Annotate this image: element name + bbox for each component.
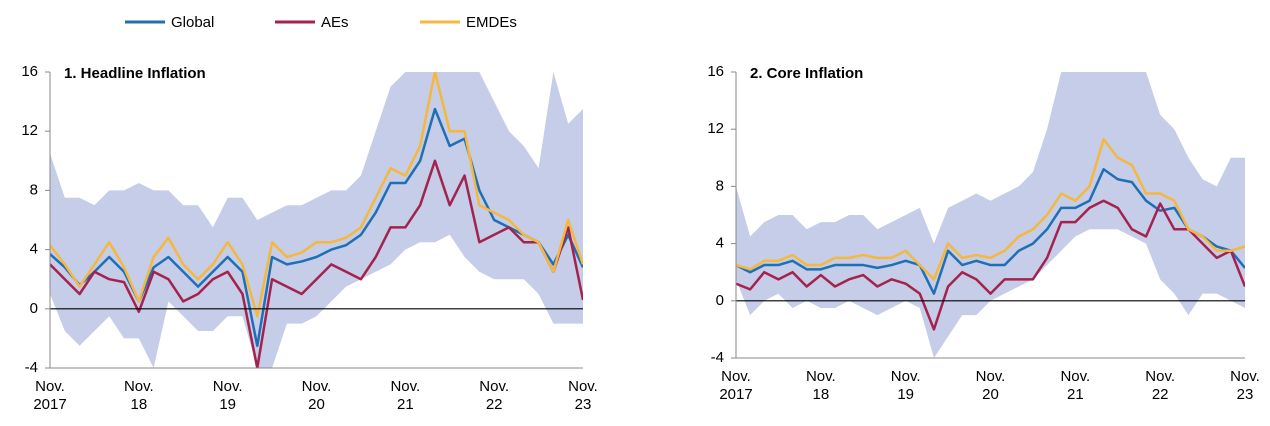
- y-tick-label: 16: [21, 63, 38, 80]
- y-tick-label: -4: [711, 349, 724, 366]
- legend-label: EMDEs: [466, 14, 517, 31]
- x-tick-label: Nov. 2017: [719, 368, 753, 403]
- y-tick-label: 8: [716, 177, 724, 194]
- range-band: [736, 72, 1245, 358]
- x-tick-label: Nov. 23: [568, 378, 598, 413]
- x-tick-label: Nov. 20: [301, 378, 332, 413]
- y-tick-label: -4: [25, 359, 38, 376]
- x-tick-label: Nov. 22: [1145, 368, 1176, 403]
- x-tick-label: Nov. 18: [123, 378, 154, 413]
- x-tick-label: Nov. 2017: [33, 378, 67, 413]
- x-tick-label: Nov. 21: [1060, 368, 1091, 403]
- series-line: [50, 72, 583, 318]
- legend-label: Global: [171, 14, 214, 31]
- series-line: [736, 137, 1245, 281]
- y-tick-label: 0: [716, 292, 724, 309]
- x-tick-label: Nov. 23: [1230, 368, 1260, 403]
- y-tick-label: 16: [707, 63, 724, 80]
- y-tick-label: 12: [707, 120, 724, 137]
- x-tick-label: Nov. 21: [390, 378, 421, 413]
- x-tick-label: Nov. 20: [975, 368, 1006, 403]
- y-tick-label: 12: [21, 122, 38, 139]
- y-tick-label: 4: [716, 235, 724, 252]
- legend-label: AEs: [321, 14, 349, 31]
- y-tick-label: 8: [30, 181, 38, 198]
- range-band: [50, 72, 583, 368]
- series-line: [736, 199, 1245, 331]
- x-tick-label: Nov. 18: [805, 368, 836, 403]
- x-tick-label: Nov. 19: [890, 368, 921, 403]
- panel-title: 1. Headline Inflation: [64, 65, 206, 82]
- panel-title: 2. Core Inflation: [750, 65, 863, 82]
- plot: [736, 72, 1245, 358]
- series-line: [736, 167, 1245, 295]
- x-tick-label: Nov. 19: [212, 378, 243, 413]
- y-tick-label: 0: [30, 300, 38, 317]
- y-tick-label: 4: [30, 241, 38, 258]
- series-line: [50, 159, 583, 368]
- x-tick-label: Nov. 22: [479, 378, 510, 413]
- plot: [50, 72, 583, 368]
